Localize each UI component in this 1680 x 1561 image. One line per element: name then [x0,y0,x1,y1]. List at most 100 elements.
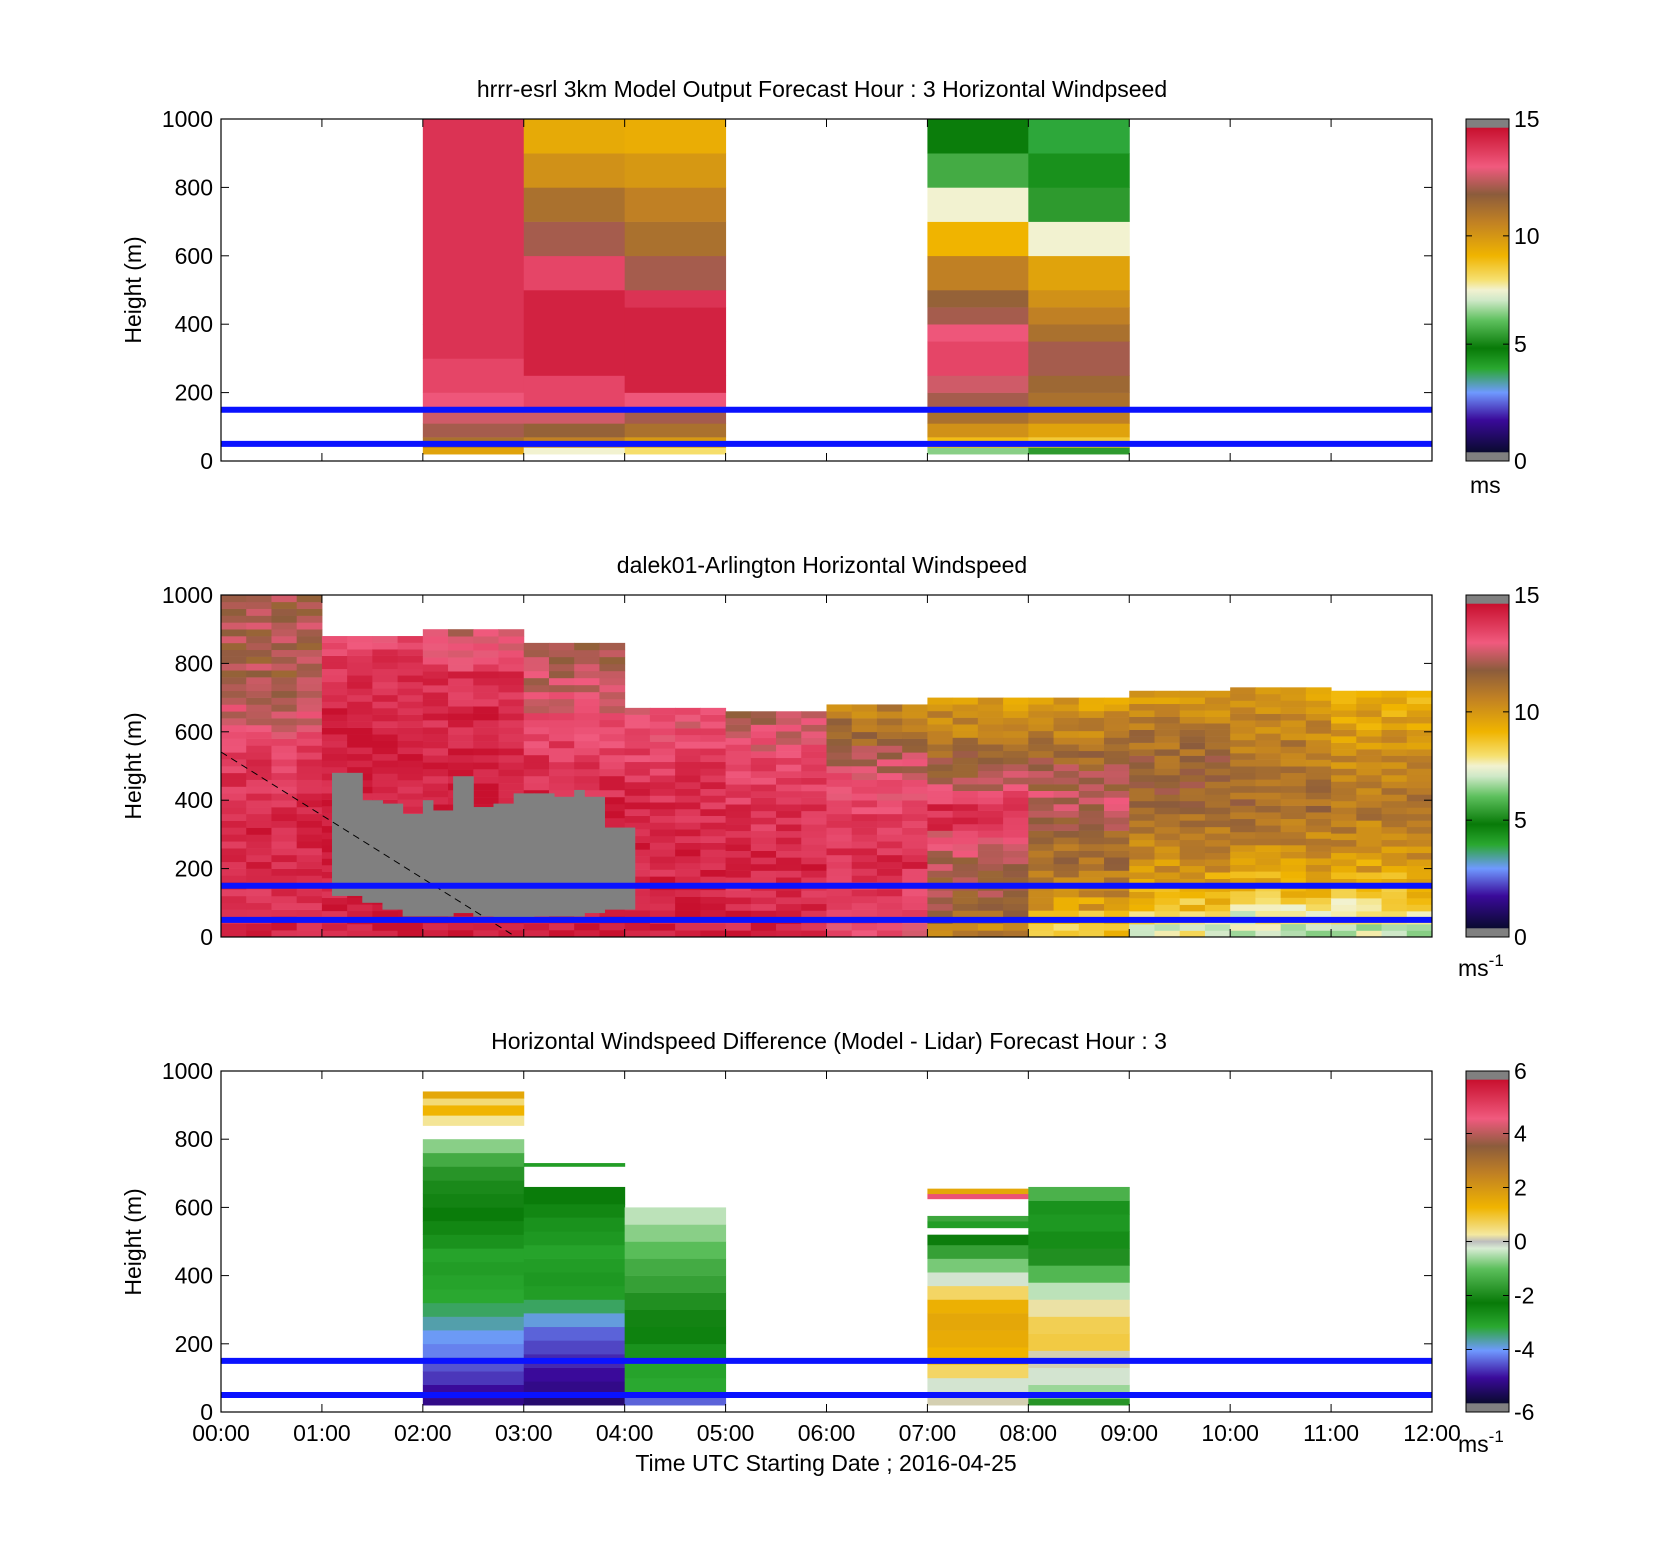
heatmap-cell [1406,736,1433,743]
heatmap-cell [750,744,777,752]
heatmap-cell [1028,750,1055,758]
heatmap-cell [498,769,525,777]
heatmap-cell [851,930,878,938]
heatmap-cell [1381,749,1408,756]
heatmap-cell [221,820,247,828]
heatmap-cell [700,862,727,870]
colorbar-tick-label: -6 [1514,1399,1534,1425]
heatmap-cell [1331,755,1357,763]
heatmap-cell [1179,878,1206,886]
heatmap-cell [1053,923,1080,931]
heatmap-cell [246,861,272,869]
heatmap-cell [448,762,474,770]
heatmap-cell [1104,804,1130,811]
heatmap-cell [675,930,701,938]
heatmap-cell [548,705,575,714]
heatmap-cell [1154,930,1181,938]
heatmap-cell [1104,897,1130,905]
heatmap-cell [1331,813,1357,821]
heatmap-cell [448,699,474,707]
heatmap-cell [776,797,802,805]
heatmap-cell [902,745,928,753]
heatmap-cell [397,747,424,755]
no-data-cell [604,827,636,910]
heatmap-cell [448,734,474,742]
heatmap-cell [271,909,298,917]
heatmap-cell [422,734,449,742]
heatmap-cell [574,747,600,756]
heatmap-cell [473,727,500,735]
heatmap-cell [700,856,727,864]
heatmap-cell [776,724,802,732]
no-data-cell [574,789,585,917]
heatmap-cell [599,726,626,735]
heatmap-cell [801,777,827,785]
heatmap-cell [1204,865,1231,873]
heatmap-cell [372,681,399,689]
heatmap-cell [1331,716,1357,724]
heatmap-cell [271,745,298,753]
heatmap-cell [271,786,298,794]
heatmap-cell [296,889,323,897]
heatmap-cell [1179,846,1206,854]
heatmap-cell [1028,784,1055,791]
heatmap-cell [725,764,752,772]
heatmap-cell [927,1364,1029,1379]
heatmap-cell [977,790,1004,798]
heatmap-cell [523,705,550,714]
heatmap-cell [221,779,247,787]
y-tick-label: 1000 [162,106,213,132]
no-data-cell [554,796,575,917]
heatmap-cell [296,724,323,733]
heatmap-cell [1129,729,1155,737]
heatmap-cell [977,750,1004,758]
heatmap-cell [776,764,802,772]
heatmap-cell [1255,858,1282,866]
heatmap-cell [574,663,600,672]
heatmap-cell [952,850,979,858]
heatmap-cell [523,1340,626,1355]
heatmap-cell [422,720,449,728]
heatmap-cell [700,768,727,776]
heatmap-cell [927,704,954,712]
heatmap-cell [675,728,701,736]
heatmap-cell [675,896,701,904]
heatmap-cell [776,751,802,759]
heatmap-cell [876,930,903,938]
heatmap-cell [271,759,298,767]
heatmap-cell [624,856,651,864]
heatmap-cell [1356,904,1383,912]
heatmap-cell [977,724,1004,732]
heatmap-cell [750,890,777,898]
heatmap-cell [422,741,449,749]
no-data-cell [362,800,383,903]
heatmap-cell [801,804,827,812]
heatmap-cell [448,657,474,665]
heatmap-cell [397,649,424,656]
heatmap-cell [221,909,247,917]
heatmap-cell [422,685,449,693]
heatmap-cell [1179,904,1206,912]
panel-lidar: dalek01-Arlington Horizontal Windspeed 0… [120,552,1540,981]
heatmap-cell [296,711,323,719]
heatmap-cell [1356,839,1383,847]
heatmap-cell [1280,858,1307,866]
heatmap-cell [725,923,752,931]
heatmap-cell [1356,768,1383,776]
heatmap-cell [1129,859,1155,867]
heatmap-cell [776,810,802,818]
heatmap-cell [801,903,827,911]
heatmap-cell [246,875,272,883]
heatmap-cell [649,930,676,938]
heatmap-cell [271,848,298,856]
panel-model-colorbar-unit: ms [1470,472,1501,498]
heatmap-cell [700,748,727,756]
heatmap-cell [1104,764,1130,772]
heatmap-cell [902,841,928,849]
no-data-cell [453,776,474,914]
heatmap-cell [271,752,298,760]
heatmap-cell [1028,1316,1130,1334]
heatmap-cell [725,790,752,798]
heatmap-cell [1406,775,1433,782]
